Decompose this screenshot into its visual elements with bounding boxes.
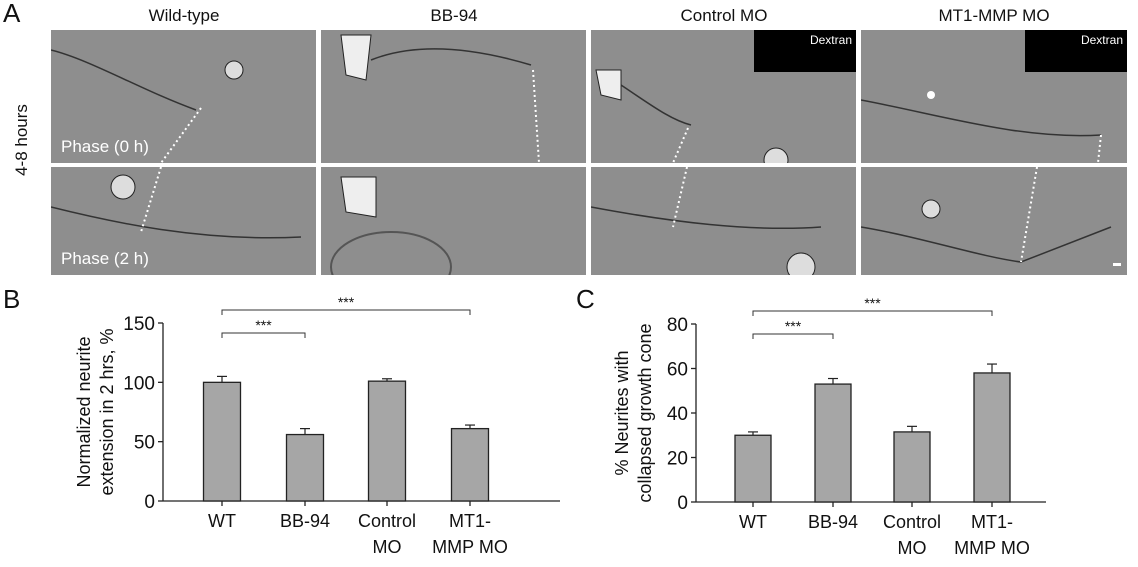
neurite-drawing bbox=[861, 91, 1102, 163]
inset-label: Dextran bbox=[1080, 33, 1123, 47]
x-tick-label: Control bbox=[883, 512, 941, 532]
x-tick-label: WT bbox=[208, 511, 236, 531]
column-title-wild-type: Wild-type bbox=[148, 6, 220, 25]
micrograph-control-0h: Dextran bbox=[591, 30, 856, 163]
micrograph-control-2h bbox=[591, 167, 856, 275]
bar bbox=[973, 372, 1011, 503]
significance-bracket bbox=[221, 332, 306, 338]
dextran-inset: Dextran bbox=[754, 30, 856, 72]
inset-label: Dextran bbox=[809, 33, 852, 47]
micrograph-bb94-0h bbox=[321, 30, 586, 163]
x-tick-label: MMP MO bbox=[432, 537, 508, 557]
y-tick-label: 80 bbox=[667, 315, 688, 336]
y-tick-label: 150 bbox=[123, 314, 155, 335]
x-tick-label: BB-94 bbox=[280, 511, 330, 531]
bar bbox=[285, 433, 325, 502]
dextran-inset: Dextran bbox=[1025, 30, 1127, 72]
x-tick-label: MO bbox=[373, 537, 402, 557]
neurite-drawing bbox=[51, 49, 244, 163]
x-tick-label: MMP MO bbox=[954, 538, 1030, 558]
neurite-drawing bbox=[861, 167, 1121, 266]
y-tick-label: 40 bbox=[667, 404, 688, 425]
column-title-bb94: BB-94 bbox=[430, 6, 478, 25]
x-tick-label: WT bbox=[739, 512, 767, 532]
micrograph-wt-2h: Phase (2 h) bbox=[51, 167, 316, 275]
y-tick-label: 0 bbox=[144, 492, 155, 513]
significance-bracket bbox=[221, 309, 471, 315]
column-title-mt1mmp-mo: MT1-MMP MO bbox=[938, 6, 1050, 25]
bar bbox=[450, 427, 490, 502]
phase-label-0h: Phase (0 h) bbox=[61, 137, 149, 156]
significance-bracket bbox=[752, 310, 993, 316]
neurite-drawing bbox=[591, 167, 822, 275]
y-tick-label: 50 bbox=[134, 433, 155, 454]
y-axis-label: % Neurites with bbox=[612, 350, 632, 475]
panel-label-a: A bbox=[3, 0, 21, 28]
y-tick-label: 60 bbox=[667, 360, 688, 381]
column-title-control-mo: Control MO bbox=[680, 6, 768, 25]
bar bbox=[893, 431, 931, 503]
neurite-drawing bbox=[595, 69, 789, 163]
x-tick-label: MO bbox=[898, 538, 927, 558]
neurite-drawing bbox=[51, 167, 302, 239]
y-tick-label: 100 bbox=[123, 373, 155, 394]
y-axis-label: collapsed growth cone bbox=[635, 323, 655, 502]
x-tick-label: BB-94 bbox=[808, 512, 858, 532]
x-tick-label: Control bbox=[358, 511, 416, 531]
y-tick-label: 20 bbox=[667, 449, 688, 470]
y-axis-label: Normalized neurite bbox=[74, 336, 94, 487]
bar bbox=[814, 383, 852, 503]
x-tick-label: MT1- bbox=[971, 512, 1013, 532]
x-tick-label: MT1- bbox=[449, 511, 491, 531]
bar bbox=[734, 434, 772, 503]
y-tick-label: 0 bbox=[677, 493, 688, 514]
y-axis-label: extension in 2 hrs, % bbox=[97, 328, 117, 495]
significance-label: *** bbox=[255, 317, 272, 333]
significance-bracket bbox=[752, 333, 834, 339]
phase-label-2h: Phase (2 h) bbox=[61, 249, 149, 268]
significance-label: *** bbox=[338, 294, 355, 310]
neurite-drawing bbox=[340, 34, 540, 163]
micrograph-wt-0h: Phase (0 h) bbox=[51, 30, 316, 163]
bar bbox=[202, 381, 242, 502]
micrograph-bb94-2h bbox=[321, 167, 586, 275]
significance-label: *** bbox=[785, 318, 802, 334]
significance-label: *** bbox=[864, 295, 881, 311]
neurite-drawing bbox=[330, 176, 452, 275]
micrograph-mt1mmp-2h bbox=[861, 167, 1127, 275]
bar bbox=[367, 380, 407, 502]
micrograph-mt1mmp-0h: Dextran bbox=[861, 30, 1127, 163]
panel-label-b: B bbox=[3, 284, 21, 314]
panel-label-c: C bbox=[576, 284, 595, 314]
